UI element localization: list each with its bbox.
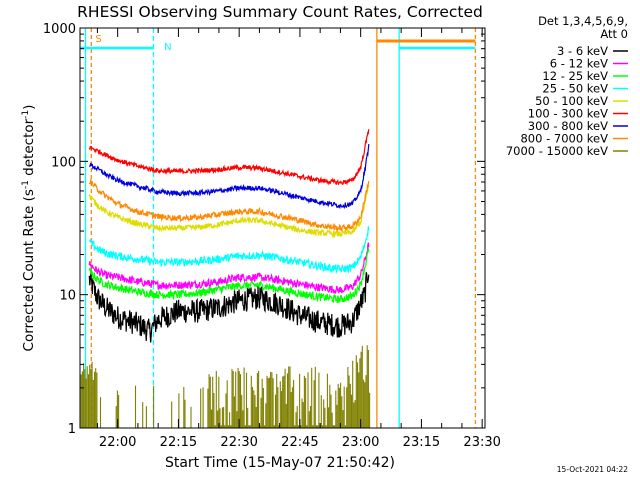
x-tick-label: 23:00 (342, 435, 379, 450)
footer-timestamp: 15-Oct-2021 04:22 (557, 465, 628, 474)
legend-label: 25 - 50 keV (542, 82, 608, 96)
y-axis-label-part: -1 (21, 180, 31, 189)
legend-label: 12 - 25 keV (542, 69, 608, 83)
x-tick-label: 22:15 (160, 435, 197, 450)
series-line-2 (88, 247, 370, 304)
legend-title: Det 1,3,4,5,6,9, (538, 14, 628, 28)
series-line-3 (89, 226, 370, 275)
y-axis-label-part: -1 (21, 110, 31, 119)
y-tick-label: 1 (68, 422, 76, 437)
plot-frame (79, 27, 486, 429)
legend-label: 100 - 300 keV (528, 107, 608, 121)
legend-label: 6 - 12 keV (550, 57, 608, 71)
x-axis-label: Start Time (15-May-07 21:50:42) (165, 455, 395, 471)
legend-label: 800 - 7000 keV (520, 132, 608, 146)
axes-layer: 1 10 100 1000 22:00 22:15 22:30 22:45 23:00 23:15… (43, 22, 501, 450)
legend-label: 300 - 800 keV (528, 119, 608, 133)
x-tick-label: 22:45 (281, 435, 318, 450)
series-line-8 (80, 345, 371, 428)
series-line-5 (88, 129, 370, 186)
series-line-7 (88, 179, 370, 233)
state-label-n: N (164, 42, 171, 53)
series-line-1 (88, 242, 370, 295)
x-tick-label: 23:15 (403, 435, 440, 450)
series-line-0 (88, 270, 370, 343)
background-layer: SN (80, 28, 477, 428)
series-line-6 (88, 144, 370, 210)
x-tick-label: 22:00 (99, 435, 136, 450)
x-tick-label: 23:30 (463, 435, 500, 450)
legend-label: 50 - 100 keV (535, 94, 608, 108)
legend-subtitle: Att 0 (600, 27, 628, 41)
y-axis-label: Corrected Count Rate (s-1 detector-1) (21, 105, 37, 352)
y-axis-label-part: detector (21, 118, 37, 180)
series-layer (80, 129, 371, 428)
y-tick-label: 10 (59, 289, 76, 304)
legend-label: 3 - 6 keV (557, 44, 608, 58)
chart-title: RHESSI Observing Summary Count Rates, Co… (77, 3, 483, 21)
state-label-s: S (95, 34, 101, 45)
y-tick-label: 1000 (43, 22, 76, 37)
y-axis-label-part: Corrected Count Rate (s (21, 189, 37, 351)
x-tick-label: 22:30 (220, 435, 257, 450)
y-axis-label-part: ) (21, 105, 37, 110)
legend-label: 7000 - 15000 keV (506, 144, 608, 158)
series-line-4 (88, 184, 370, 239)
y-tick-label: 100 (51, 155, 76, 170)
